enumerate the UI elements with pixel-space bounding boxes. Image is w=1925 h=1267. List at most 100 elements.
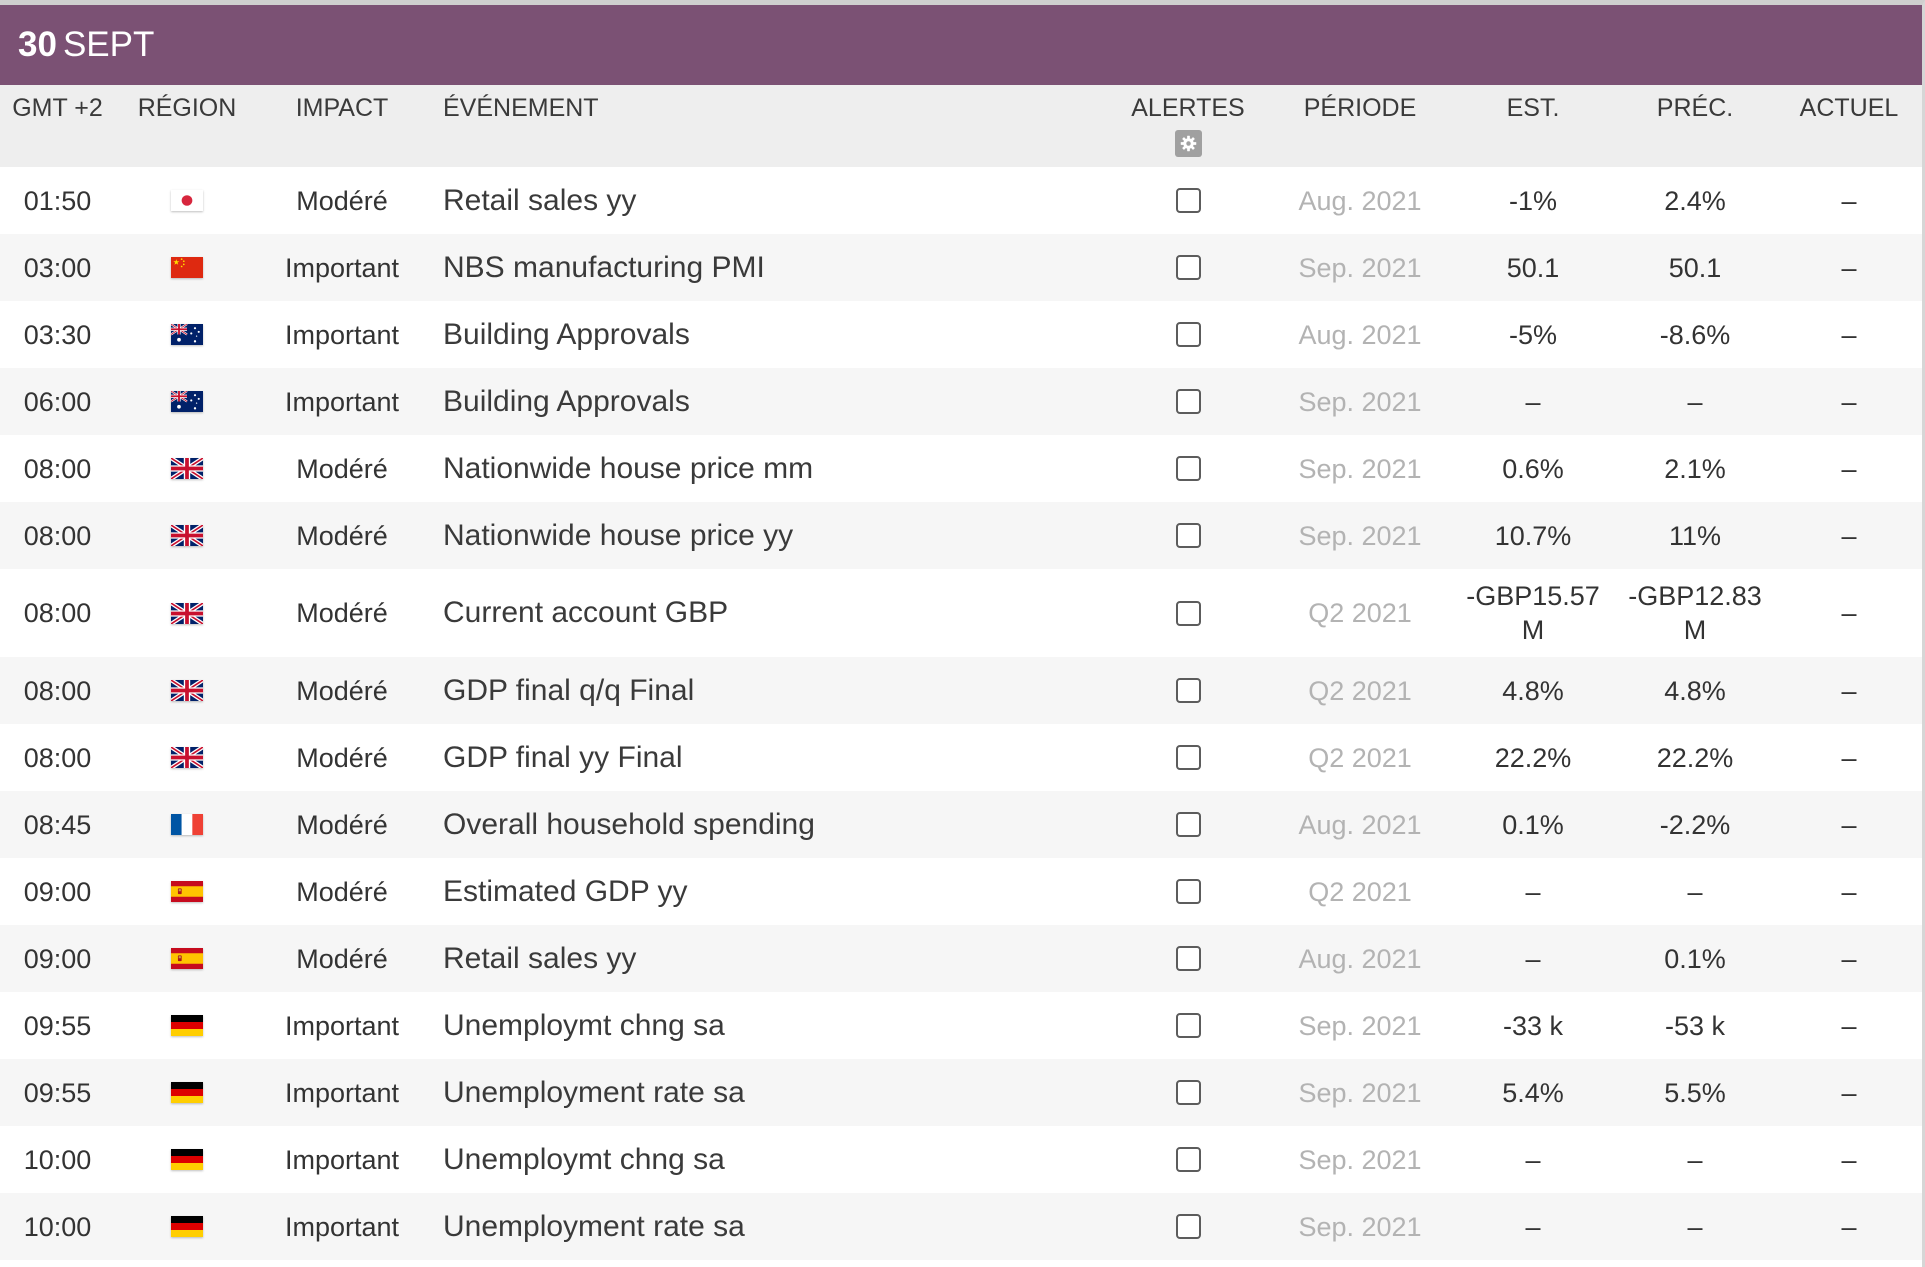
event-previous: 2.4%: [1664, 185, 1726, 216]
event-name[interactable]: Building Approvals: [443, 384, 690, 418]
alert-checkbox[interactable]: [1175, 1080, 1201, 1105]
event-estimate: –: [1525, 943, 1541, 974]
germany-flag-icon: [171, 1216, 203, 1237]
event-alert-cell: [1108, 389, 1268, 414]
event-name[interactable]: Unemploymt chng sa: [443, 1142, 725, 1176]
event-estimate: -1%: [1508, 185, 1557, 216]
event-row: 09:55 Important Unemploymt chng sa Sep. …: [0, 992, 1922, 1059]
event-row: 10:00 Important Unemployment rate sa Sep…: [0, 1193, 1922, 1260]
column-header-period: PÉRIODE: [1303, 94, 1417, 122]
event-estimate: 22.2%: [1494, 742, 1572, 773]
event-actual: –: [1841, 675, 1857, 706]
gear-icon[interactable]: [1174, 130, 1202, 157]
event-alert-cell: [1108, 255, 1268, 280]
event-name[interactable]: GDP final q/q Final: [443, 673, 695, 707]
event-name[interactable]: Current account GBP: [443, 596, 729, 629]
event-period: Q2 2021: [1308, 876, 1412, 907]
uk-flag-icon: [171, 680, 203, 701]
event-previous: -2.2%: [1659, 809, 1731, 840]
event-region: [115, 814, 259, 835]
event-name[interactable]: Nationwide house price mm: [443, 451, 814, 485]
event-period: Aug. 2021: [1298, 319, 1422, 350]
event-region: [115, 881, 259, 902]
event-time: 08:00: [23, 675, 92, 706]
event-name[interactable]: Unemployment rate sa: [443, 1209, 745, 1243]
alert-checkbox[interactable]: [1175, 1214, 1201, 1239]
event-name[interactable]: NBS manufacturing PMI: [443, 250, 765, 284]
date-month: SEPT: [62, 25, 155, 64]
event-region: [115, 257, 259, 278]
germany-flag-icon: [171, 1149, 203, 1170]
event-name[interactable]: Retail sales yy: [443, 183, 637, 217]
alert-checkbox[interactable]: [1175, 456, 1201, 481]
event-name[interactable]: Unemploymt chng sa: [443, 1008, 725, 1042]
event-region: [115, 602, 259, 624]
event-name[interactable]: Building Approvals: [443, 317, 690, 351]
column-header-previous: PRÉC.: [1656, 94, 1734, 122]
event-impact: Modéré: [296, 943, 388, 974]
event-previous: –: [1687, 386, 1703, 417]
event-time: 09:00: [23, 943, 92, 974]
event-estimate: 0.1%: [1502, 809, 1564, 840]
event-previous: 2.1%: [1664, 453, 1726, 484]
event-impact: Modéré: [296, 453, 388, 484]
event-name[interactable]: GDP final yy Final: [443, 740, 683, 774]
event-previous: 5.5%: [1664, 1077, 1726, 1108]
event-actual: –: [1841, 453, 1857, 484]
alert-checkbox[interactable]: [1175, 745, 1201, 770]
table-header: GMT +2 RÉGION IMPACT ÉVÉNEMENT ALERTES: [0, 85, 1922, 167]
alert-checkbox[interactable]: [1175, 678, 1201, 703]
event-estimate: 5.4%: [1502, 1077, 1564, 1108]
event-actual: –: [1841, 319, 1857, 350]
event-row: 08:00 Modéré Current account GBP Q2 2021…: [0, 569, 1922, 657]
event-row: 01:50 Modéré Retail sales yy Aug. 2021 -…: [0, 167, 1922, 234]
event-time: 01:50: [23, 185, 92, 216]
event-row: 03:30 Important Building Approvals Aug. …: [0, 301, 1922, 368]
event-actual: –: [1841, 943, 1857, 974]
alert-checkbox[interactable]: [1175, 389, 1201, 414]
event-region: [115, 1082, 259, 1103]
event-region: [115, 747, 259, 768]
event-previous: 11%: [1668, 520, 1722, 551]
alert-checkbox[interactable]: [1175, 1147, 1201, 1172]
event-name[interactable]: Overall household spending: [443, 807, 815, 841]
event-estimate: 50.1: [1506, 252, 1560, 283]
event-estimate: –: [1525, 1144, 1541, 1175]
event-region: [115, 1015, 259, 1036]
event-alert-cell: [1108, 1080, 1268, 1105]
event-previous: 0.1%: [1664, 943, 1726, 974]
event-estimate: 4.8%: [1502, 675, 1564, 706]
column-header-alerts: ALERTES: [1108, 85, 1268, 167]
alert-checkbox[interactable]: [1175, 255, 1201, 280]
event-previous: –: [1687, 1211, 1703, 1242]
event-previous: -8.6%: [1659, 319, 1731, 350]
alert-checkbox[interactable]: [1175, 812, 1201, 837]
event-period: Aug. 2021: [1298, 185, 1422, 216]
event-period: Aug. 2021: [1298, 943, 1422, 974]
column-header-region: RÉGION: [137, 94, 237, 122]
event-alert-cell: [1108, 745, 1268, 770]
event-impact: Modéré: [296, 675, 388, 706]
alert-checkbox[interactable]: [1175, 879, 1201, 904]
alert-checkbox[interactable]: [1175, 523, 1201, 548]
event-period: Q2 2021: [1308, 742, 1412, 773]
event-estimate: 0.6%: [1502, 453, 1564, 484]
event-name[interactable]: Unemployment rate sa: [443, 1075, 745, 1109]
event-actual: –: [1841, 252, 1857, 283]
alert-checkbox[interactable]: [1175, 188, 1201, 213]
event-region: [115, 680, 259, 701]
event-alert-cell: [1108, 600, 1268, 626]
uk-flag-icon: [171, 747, 203, 768]
alert-checkbox[interactable]: [1175, 1013, 1201, 1038]
event-name[interactable]: Retail sales yy: [443, 941, 637, 975]
event-actual: –: [1841, 1211, 1857, 1242]
column-header-actual: ACTUEL: [1799, 94, 1899, 122]
alert-checkbox[interactable]: [1175, 600, 1201, 626]
event-name[interactable]: Nationwide house price yy: [443, 518, 794, 552]
alert-checkbox[interactable]: [1175, 946, 1201, 971]
event-impact: Important: [284, 319, 400, 350]
event-period: Sep. 2021: [1298, 1010, 1422, 1041]
alert-checkbox[interactable]: [1175, 322, 1201, 347]
event-name[interactable]: Estimated GDP yy: [443, 874, 688, 908]
event-actual: –: [1841, 742, 1857, 773]
